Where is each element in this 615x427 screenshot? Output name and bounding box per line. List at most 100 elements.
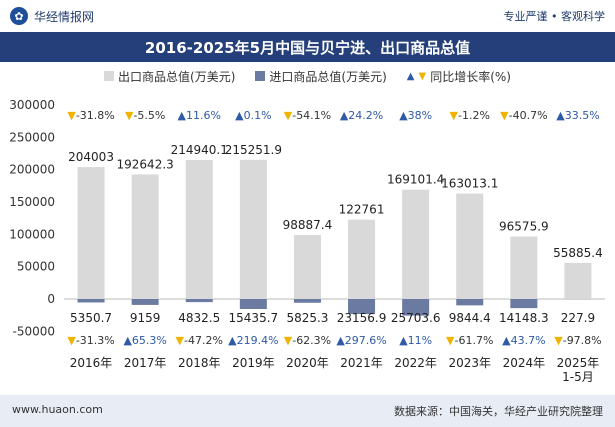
legend-import: 进口商品总值(万美元): [255, 68, 387, 85]
legend-import-swatch: [255, 71, 266, 81]
chart-title: 2016-2025年5月中国与贝宁进、出口商品总值: [0, 32, 615, 62]
export-value-label: 192642.3: [117, 157, 174, 171]
legend-export: 出口商品总值(万美元): [104, 68, 235, 85]
import-value-label: 9159: [130, 311, 161, 325]
y-tick-label: 300000: [9, 98, 55, 112]
import-bar: [510, 299, 538, 309]
import-yoy-value: -31.3%: [76, 334, 115, 347]
footer: www.huaon.com 数据来源：中国海关，华经产业研究院整理: [0, 395, 615, 427]
legend-yoy-label: 同比增长率(%): [430, 69, 511, 84]
import-bar: [185, 299, 213, 303]
export-bar: [456, 193, 484, 299]
footer-website[interactable]: www.huaon.com: [12, 403, 103, 416]
import-bar: [348, 299, 376, 314]
import-yoy-label: ▼-62.3%: [284, 334, 331, 347]
x-category-label: 2018年: [178, 356, 221, 370]
export-yoy-value: 11.6%: [186, 109, 221, 122]
legend: 出口商品总值(万美元) 进口商品总值(万美元) ▲ ▼ 同比增长率(%): [0, 66, 615, 86]
export-value-label: 215251.9: [225, 143, 282, 157]
import-value-label: 14148.3: [499, 311, 549, 325]
down-triangle-icon: ▼: [500, 109, 509, 122]
x-category-label: 2024年: [503, 356, 546, 370]
export-yoy-label: ▲11.6%: [178, 109, 221, 122]
export-yoy-value: -40.7%: [509, 109, 548, 122]
import-yoy-value: 11%: [408, 334, 432, 347]
import-yoy-label: ▼-31.3%: [67, 334, 114, 347]
export-yoy-label: ▲0.1%: [235, 109, 271, 122]
import-yoy-value: -62.3%: [292, 334, 331, 347]
tagline: 专业严谨 • 客观科学: [503, 10, 605, 23]
x-category-label: 2019年: [232, 356, 275, 370]
x-category-label: 2022年: [394, 356, 437, 370]
export-yoy-value: -31.8%: [76, 109, 115, 122]
export-yoy-label: ▲38%: [399, 109, 432, 122]
up-triangle-icon: ▲: [235, 109, 244, 122]
up-triangle-icon: ▲: [399, 109, 408, 122]
x-category-label: 2020年: [286, 356, 329, 370]
brand-name: 华经情报网: [34, 9, 95, 24]
export-yoy-label: ▼-1.2%: [450, 109, 490, 122]
x-category-label: 2021年: [340, 356, 383, 370]
y-tick-label: -50000: [12, 324, 55, 338]
y-tick-label: 0: [47, 292, 55, 306]
import-yoy-value: 219.4%: [237, 334, 279, 347]
import-yoy-label: ▲65.3%: [123, 334, 166, 347]
up-triangle-icon: ▲: [399, 334, 408, 347]
import-yoy-label: ▼-47.2%: [176, 334, 223, 347]
export-yoy-value: 0.1%: [244, 109, 272, 122]
import-bar: [239, 299, 267, 309]
export-bar: [185, 160, 213, 299]
bar-chart: 300000 250000 200000 150000 100000 50000 0 -500…: [9, 98, 605, 384]
y-tick-label: 100000: [9, 227, 55, 241]
footer-source: 数据来源：中国海关，华经产业研究院整理: [394, 405, 603, 418]
up-triangle-icon: ▲: [178, 109, 187, 122]
import-yoy-value: -97.8%: [563, 334, 602, 347]
export-bar: [131, 174, 159, 299]
export-bar: [77, 167, 105, 299]
y-tick-label: 150000: [9, 195, 55, 209]
import-bar: [77, 299, 105, 303]
x-category-label: 2023年: [448, 356, 491, 370]
export-value-label: 214940.1: [171, 143, 228, 157]
import-bar: [293, 299, 321, 303]
import-yoy-value: 65.3%: [132, 334, 167, 347]
import-bar: [402, 299, 430, 316]
down-triangle-icon: ▼: [284, 109, 293, 122]
export-yoy-value: 24.2%: [348, 109, 383, 122]
import-value-label: 25703.6: [391, 311, 441, 325]
import-yoy-label: ▼-61.7%: [446, 334, 493, 347]
export-yoy-label: ▲24.2%: [340, 109, 383, 122]
export-yoy-label: ▼-5.5%: [125, 109, 165, 122]
import-value-label: 5350.7: [70, 311, 112, 325]
down-triangle-icon: ▼: [284, 334, 293, 347]
export-yoy-label: ▼-54.1%: [284, 109, 331, 122]
export-bar: [510, 236, 538, 299]
export-yoy-value: -5.5%: [133, 109, 165, 122]
up-triangle-icon: ▲: [123, 334, 132, 347]
legend-import-label: 进口商品总值(万美元): [269, 69, 387, 84]
import-value-label: 4832.5: [178, 311, 220, 325]
brand-logo-icon: ✿: [10, 7, 28, 25]
import-yoy-value: 43.7%: [511, 334, 546, 347]
x-category-label: 2017年: [124, 356, 167, 370]
export-value-label: 163013.1: [441, 177, 498, 191]
export-bar: [239, 159, 267, 299]
legend-up-triangle-icon: ▲: [406, 70, 415, 82]
import-value-label: 23156.9: [337, 311, 387, 325]
export-bar: [402, 189, 430, 299]
export-yoy-value: 38%: [408, 109, 432, 122]
up-triangle-icon: ▲: [502, 334, 511, 347]
legend-export-swatch: [104, 71, 115, 81]
export-value-label: 98887.4: [283, 218, 333, 232]
export-value-label: 122761: [339, 203, 385, 217]
import-value-label: 15435.7: [229, 311, 279, 325]
up-triangle-icon: ▲: [556, 109, 565, 122]
export-yoy-label: ▼-31.8%: [67, 109, 114, 122]
import-value-label: 227.9: [561, 311, 595, 325]
import-yoy-label: ▲219.4%: [228, 334, 278, 347]
export-value-label: 55885.4: [553, 246, 603, 260]
import-yoy-value: -47.2%: [184, 334, 223, 347]
import-yoy-label: ▲297.6%: [336, 334, 386, 347]
export-value-label: 169101.4: [387, 173, 444, 187]
x-category-label: 2016年: [70, 356, 113, 370]
